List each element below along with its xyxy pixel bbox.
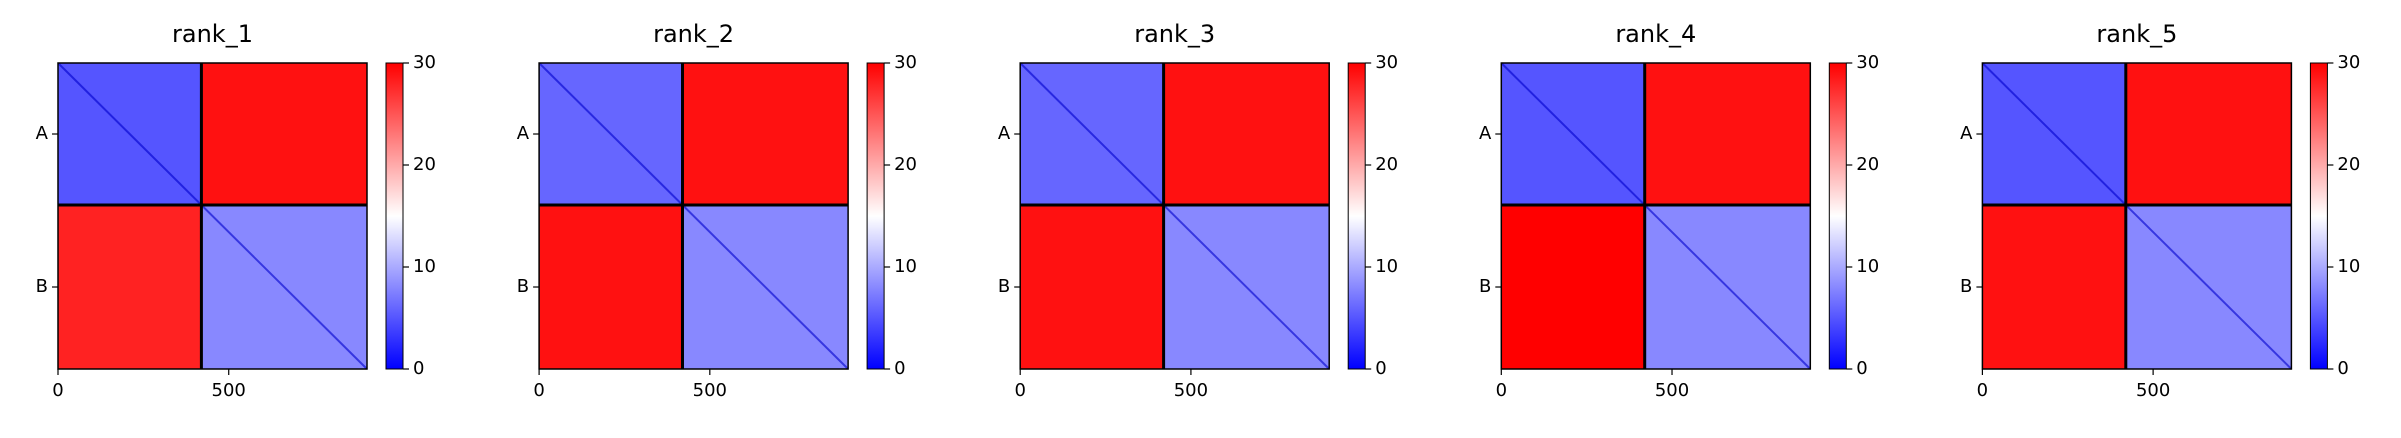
x-tick-label: 0 <box>533 380 544 401</box>
colorbar <box>1347 62 1366 370</box>
axes-frame <box>57 62 368 370</box>
chart-title: rank_2 <box>653 20 734 48</box>
heatmap-block <box>1644 63 1811 206</box>
colorbar <box>385 62 404 370</box>
colorbar-tick-label: 0 <box>894 358 905 379</box>
x-tick-label: 0 <box>1977 380 1988 401</box>
colorbar <box>2309 62 2328 370</box>
y-tick-label: B <box>36 276 48 297</box>
y-tick-label: B <box>1479 276 1491 297</box>
x-tick-label: 0 <box>1496 380 1507 401</box>
colorbar-tick-label: 0 <box>2337 358 2348 379</box>
colorbar-tick-label: 30 <box>894 52 917 73</box>
heatmap-block <box>1982 205 2126 369</box>
colorbar-tick-label: 30 <box>1375 52 1398 73</box>
x-tick-label: 0 <box>1014 380 1025 401</box>
diagonal <box>1981 62 2293 370</box>
y-tick-label: B <box>517 276 529 297</box>
diagonal <box>1019 62 1330 370</box>
colorbar-tick-label: 20 <box>2337 154 2360 175</box>
x-tick-label: 0 <box>52 380 63 401</box>
y-tick-label: A <box>36 123 49 144</box>
y-tick-label: A <box>1960 123 1973 144</box>
heatmap-block <box>201 63 367 206</box>
x-tick-label: 500 <box>1655 380 1689 401</box>
heatmap-block <box>539 205 683 369</box>
colorbar-tick-label: 10 <box>894 256 917 277</box>
heatmap-block <box>1020 205 1164 369</box>
colorbar-tick-label: 30 <box>413 52 436 73</box>
colorbar-tick-label: 20 <box>1375 154 1398 175</box>
colorbar-tick-label: 20 <box>894 154 917 175</box>
axes-frame <box>1981 62 2293 370</box>
heatmap-block <box>1163 63 1330 206</box>
x-tick-label: 500 <box>1174 380 1208 401</box>
colorbar-tick-label: 30 <box>2337 52 2360 73</box>
y-tick-label: B <box>998 276 1010 297</box>
chart-title: rank_4 <box>1615 20 1696 48</box>
colorbar-tick-label: 10 <box>1856 256 1879 277</box>
colorbar-tick-label: 30 <box>1856 52 1879 73</box>
heatmap-block <box>1501 205 1645 369</box>
colorbar-tick-label: 0 <box>1375 358 1386 379</box>
chart-title: rank_1 <box>172 20 253 48</box>
colorbar <box>1828 62 1847 370</box>
y-tick-label: A <box>1479 123 1492 144</box>
heatmap-block <box>682 63 849 206</box>
y-tick-label: B <box>1960 276 1972 297</box>
x-tick-label: 500 <box>212 380 246 401</box>
colorbar-tick-label: 0 <box>1856 358 1867 379</box>
axes-frame <box>1500 62 1812 370</box>
colorbar-tick-label: 10 <box>2337 256 2360 277</box>
heatmap-block <box>58 205 202 369</box>
chart-title: rank_5 <box>2096 20 2177 48</box>
heatmap-block <box>2125 63 2292 206</box>
diagonal <box>1500 62 1812 370</box>
axes-frame <box>538 62 849 370</box>
colorbar-tick-label: 10 <box>413 256 436 277</box>
axes-frame <box>1019 62 1330 370</box>
chart-title: rank_3 <box>1134 20 1215 48</box>
diagonal <box>538 62 849 370</box>
y-tick-label: A <box>517 123 530 144</box>
colorbar-tick-label: 0 <box>413 358 424 379</box>
colorbar-tick-label: 20 <box>1856 154 1879 175</box>
colorbar <box>866 62 885 370</box>
colorbar-tick-label: 20 <box>413 154 436 175</box>
diagonal <box>57 62 368 370</box>
x-tick-label: 500 <box>2136 380 2170 401</box>
x-tick-label: 500 <box>693 380 727 401</box>
colorbar-tick-label: 10 <box>1375 256 1398 277</box>
y-tick-label: A <box>998 123 1011 144</box>
